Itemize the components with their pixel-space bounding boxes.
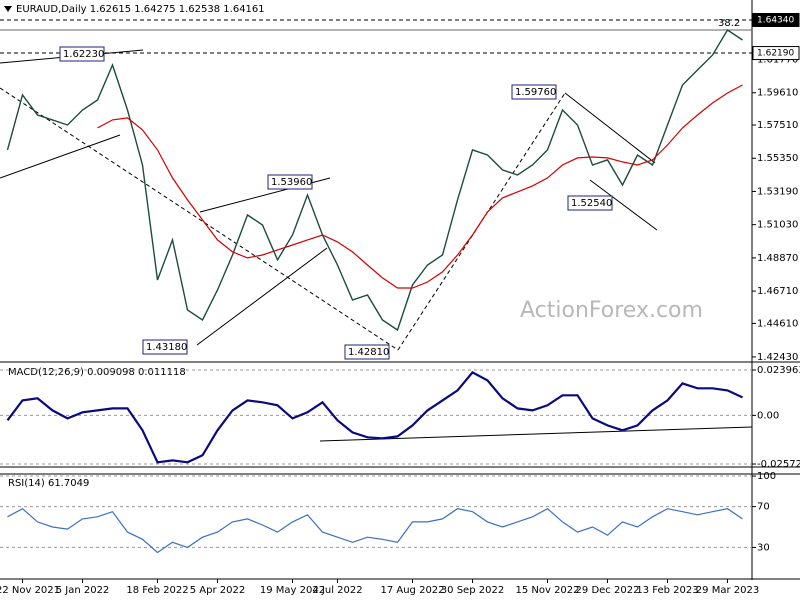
watermark: ActionForex.com	[520, 298, 703, 323]
panel-title: EURAUD,Daily 1.62615 1.64275 1.62538 1.6…	[16, 4, 265, 15]
x-tick-label: 18 Feb 2022	[126, 585, 188, 596]
y-tick-label: 70	[757, 502, 770, 513]
y-tick-label: 1.48870	[757, 253, 798, 264]
annotation-label: 1.43180	[146, 342, 187, 353]
annotation-box	[567, 195, 613, 211]
annotation-box	[59, 46, 105, 62]
trend-line	[196, 247, 328, 346]
y-tick-label: 1.59610	[757, 88, 798, 99]
y-tick-label: 1.46710	[757, 286, 798, 297]
x-tick-label: 5 Jan 2022	[56, 585, 110, 596]
y-tick-label: -0.025726	[757, 459, 800, 470]
level-label: 1.64340	[757, 15, 794, 25]
y-tick-label: 1.44610	[757, 318, 798, 329]
annotation-label: 1.53960	[271, 177, 312, 188]
x-tick-label: 15 Nov 2022	[515, 585, 579, 596]
annotation-label: 1.42810	[348, 347, 389, 358]
series-line	[97, 84, 743, 289]
level-label: 1.62190	[757, 49, 794, 59]
trend-line	[319, 426, 753, 442]
x-tick-label: 22 Nov 2021	[0, 585, 60, 596]
y-tick-label: 1.53190	[757, 186, 798, 197]
x-tick-label: 29 Mar 2023	[696, 585, 759, 596]
annotation-box	[142, 339, 188, 355]
series-line	[6, 371, 743, 464]
series-line	[7, 507, 743, 554]
trend-line	[589, 179, 658, 231]
y-tick-label: 0.023963	[757, 365, 800, 376]
x-tick-label: 30 Sep 2022	[441, 585, 504, 596]
level-box	[752, 46, 800, 61]
y-tick-label: 100	[757, 471, 776, 482]
y-tick-label: 1.57510	[757, 120, 798, 131]
x-tick-label: 19 May 2022	[260, 585, 325, 596]
y-tick-label: 1.42430	[757, 352, 798, 363]
level-box	[752, 12, 800, 27]
panel-title: MACD(12,26,9) 0.009098 0.011118	[8, 367, 186, 378]
trend-line	[397, 92, 566, 351]
x-tick-label: 4 Jul 2022	[312, 585, 362, 596]
menu-icon	[4, 6, 12, 12]
x-tick-label: 17 Aug 2022	[380, 585, 444, 596]
y-tick-label: 0.00	[757, 410, 779, 421]
trend-line	[564, 92, 656, 164]
annotation-label: 1.52540	[571, 198, 612, 209]
annotation-box	[344, 344, 390, 360]
trend-line	[0, 87, 399, 351]
y-tick-label: 1.55350	[757, 153, 798, 164]
y-tick-label: 30	[757, 542, 770, 553]
y-tick-label: 1.51030	[757, 220, 798, 231]
panel-title: RSI(14) 61.7049	[8, 478, 89, 489]
trend-lines	[0, 29, 753, 442]
trend-line	[0, 134, 121, 179]
x-tick-label: 13 Feb 2023	[636, 585, 698, 596]
annotation-box	[267, 174, 313, 190]
fib-label: 38.2	[718, 18, 740, 29]
x-tick-label: 29 Dec 2022	[576, 585, 640, 596]
annotation-label: 1.62230	[63, 49, 104, 60]
annotation-box	[511, 84, 557, 100]
x-tick-label: 5 Apr 2022	[190, 585, 245, 596]
annotation-label: 1.59760	[515, 87, 556, 98]
